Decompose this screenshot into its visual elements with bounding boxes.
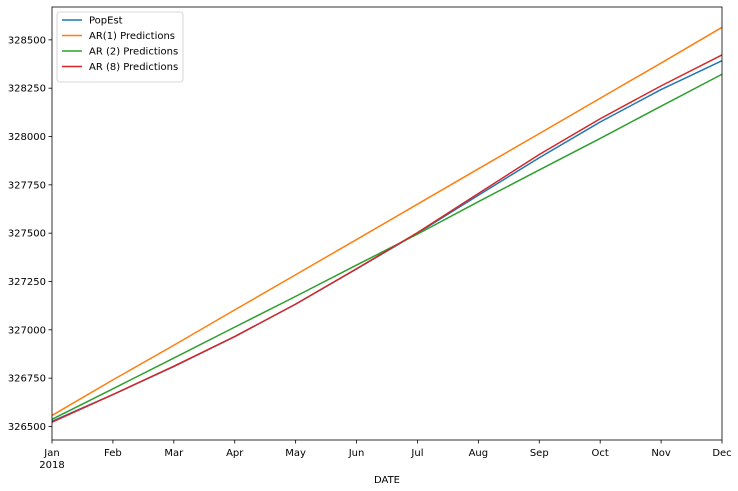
y-tick-label: 328500: [8, 35, 46, 46]
x-tick-label: Mar: [164, 448, 184, 459]
x-tick-label: Feb: [104, 448, 122, 459]
legend-label-2: AR (2) Predictions: [89, 47, 178, 58]
x-axis-label: DATE: [374, 475, 400, 486]
series-line-2: [51, 73, 723, 420]
series-line-3: [51, 54, 723, 423]
y-tick-label: 328250: [8, 84, 46, 95]
x-tick-label: Sep: [530, 448, 549, 459]
x-tick-label: Dec: [712, 448, 731, 459]
x-year-label: 2018: [39, 460, 64, 471]
x-tick-label: Jan: [43, 448, 59, 459]
legend: PopEst AR(1) Predictions AR (2) Prediction…: [56, 11, 184, 83]
y-tick-label: 327000: [8, 325, 46, 336]
series-lines: [51, 26, 723, 423]
x-tick-label: Jun: [348, 448, 365, 459]
x-axis: Jan Feb Mar Apr May Jun Jul Aug Sep Oct Nov Dec 2018: [39, 440, 732, 471]
y-tick-label: 326500: [8, 422, 46, 433]
y-axis: 326500 326750 327000 327250 327500 327750 3280…: [8, 35, 52, 433]
legend-label-1: AR(1) Predictions: [89, 31, 175, 42]
y-tick-label: 328000: [8, 132, 46, 143]
y-tick-label: 327500: [8, 229, 46, 240]
y-tick-label: 326750: [8, 374, 46, 385]
x-tick-label: Aug: [469, 448, 489, 459]
legend-label-3: AR (8) Predictions: [89, 62, 178, 73]
x-tick-label: Nov: [651, 448, 671, 459]
x-tick-label: Apr: [226, 448, 244, 459]
legend-label-0: PopEst: [89, 16, 123, 27]
y-tick-label: 327750: [8, 180, 46, 191]
plot-frame: [51, 6, 723, 441]
x-tick-label: May: [285, 448, 306, 459]
y-tick-label: 327250: [8, 277, 46, 288]
legend-box: [56, 11, 184, 83]
series-line-1: [51, 26, 723, 417]
x-tick-label: Jul: [410, 448, 423, 459]
x-tick-label: Oct: [592, 448, 609, 459]
